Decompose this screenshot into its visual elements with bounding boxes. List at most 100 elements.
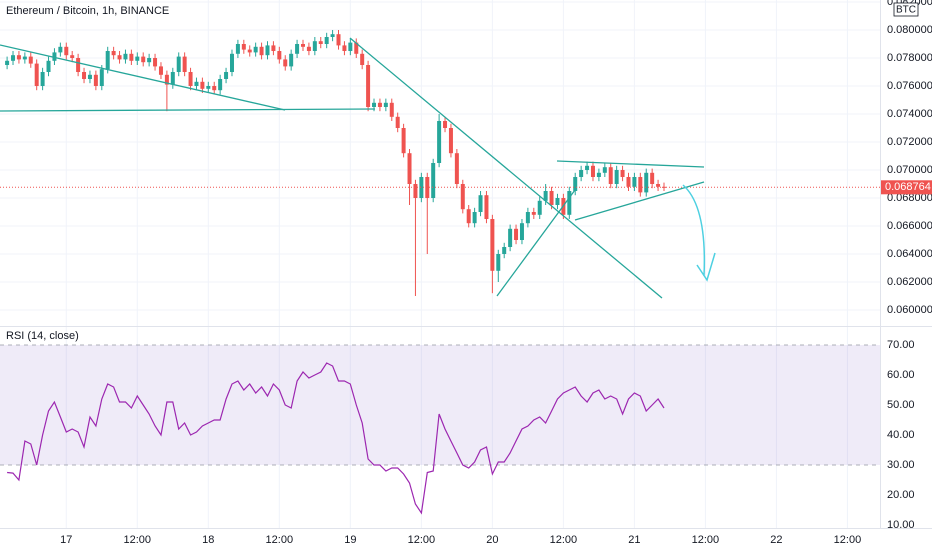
candle-body: [212, 86, 217, 91]
candle-body: [194, 81, 199, 87]
y-tick-label: 10.00: [887, 519, 915, 531]
candle-body: [105, 51, 110, 70]
candle-body: [632, 176, 637, 187]
drawings: [0, 37, 705, 299]
candle-body: [490, 218, 495, 271]
rsi-line: [7, 362, 665, 515]
candle-body: [543, 190, 548, 201]
rsi-title: RSI (14, close): [6, 330, 79, 342]
candle-body: [360, 53, 365, 66]
candle-body: [283, 59, 288, 67]
candle-body: [241, 44, 246, 50]
trendline: [574, 181, 705, 221]
candle-body: [549, 190, 554, 205]
currency: BTC: [896, 5, 916, 16]
candle-body: [372, 102, 377, 108]
candle-body: [502, 246, 507, 254]
candle-body: [218, 79, 223, 91]
candle-body: [330, 34, 335, 38]
candle-body: [58, 46, 63, 53]
candle-body: [413, 183, 418, 198]
candle-body: [129, 53, 134, 61]
candle-body: [638, 176, 643, 193]
candle-body: [93, 74, 98, 87]
x-tick-label: 21: [628, 534, 640, 546]
candle-body: [454, 153, 459, 184]
x-tick-label: 12:00: [692, 534, 720, 546]
candle-body: [11, 55, 16, 61]
candle-body: [52, 52, 57, 61]
candle-body: [431, 163, 436, 198]
candle-body: [99, 69, 104, 87]
candle-body: [448, 128, 453, 154]
y-tick-label: 20.00: [887, 489, 915, 501]
candle-body: [182, 56, 187, 73]
candle-body: [247, 49, 252, 53]
trendline: [0, 44, 286, 111]
candle-body: [377, 102, 382, 108]
candle-body: [496, 253, 501, 271]
candle-body: [200, 81, 205, 89]
x-tick-label: 12:00: [408, 534, 436, 546]
candle-body: [82, 72, 87, 80]
y-tick-label: 0.064000: [887, 248, 932, 260]
candle-body: [289, 53, 294, 67]
y-tick-label: 0.070000: [887, 164, 932, 176]
x-tick-label: 12:00: [124, 534, 152, 546]
candle-body: [348, 42, 353, 52]
candle-body: [40, 72, 45, 87]
y-tick-label: 50.00: [887, 399, 915, 411]
last-price-box: [881, 180, 932, 195]
candle-body: [466, 209, 471, 224]
candle-body: [567, 190, 572, 215]
candle-body: [644, 172, 649, 193]
trendline: [496, 189, 576, 297]
candle-body: [158, 66, 163, 75]
candle-body: [306, 46, 311, 52]
y-tick-label: 0.074000: [887, 108, 932, 120]
candle-body: [484, 195, 489, 219]
x-tick-label: 12:00: [266, 534, 294, 546]
y-tick-label: 0.062000: [887, 276, 932, 288]
candle-body: [271, 45, 276, 52]
candle-body: [407, 153, 412, 184]
candle-body: [259, 46, 264, 56]
candle-body: [64, 46, 69, 56]
candle-body: [590, 165, 595, 177]
candle-body: [585, 165, 590, 170]
candle-body: [300, 44, 305, 47]
candle-body: [318, 41, 323, 45]
y-tick-label: 30.00: [887, 459, 915, 471]
candle-body: [425, 176, 430, 198]
candle-body: [472, 211, 477, 224]
candle-body: [519, 223, 524, 240]
candle-body: [354, 42, 359, 54]
candle-body: [111, 51, 116, 56]
candle-body: [188, 72, 193, 87]
marks: [0, 30, 880, 515]
candle-body: [336, 34, 341, 46]
candle-body: [265, 45, 270, 56]
candle-body: [176, 56, 181, 73]
candle-body: [70, 55, 75, 59]
trendline: [349, 37, 663, 299]
candle-body: [253, 46, 258, 53]
candle-body: [579, 169, 584, 177]
candle-body: [650, 172, 655, 184]
candle-body: [401, 128, 406, 154]
x-tick-label: 12:00: [550, 534, 578, 546]
candle-body: [123, 53, 128, 60]
candle-body: [395, 116, 400, 129]
candle-body: [620, 169, 625, 177]
candle-body: [443, 121, 448, 129]
candle-body: [141, 56, 146, 63]
candle-body: [537, 200, 542, 215]
y-tick-label: 0.078000: [887, 52, 932, 64]
candle-body: [170, 72, 175, 85]
candle-body: [508, 228, 513, 247]
axes: 17 12:00 18 12:00 19 12:00 20 12:00 21 12:00 22 12:…: [60, 0, 932, 546]
y-tick-label: 0.072000: [887, 136, 932, 148]
candle-body: [614, 169, 619, 184]
x-tick-label: 20: [486, 534, 498, 546]
candle-body: [626, 176, 631, 187]
